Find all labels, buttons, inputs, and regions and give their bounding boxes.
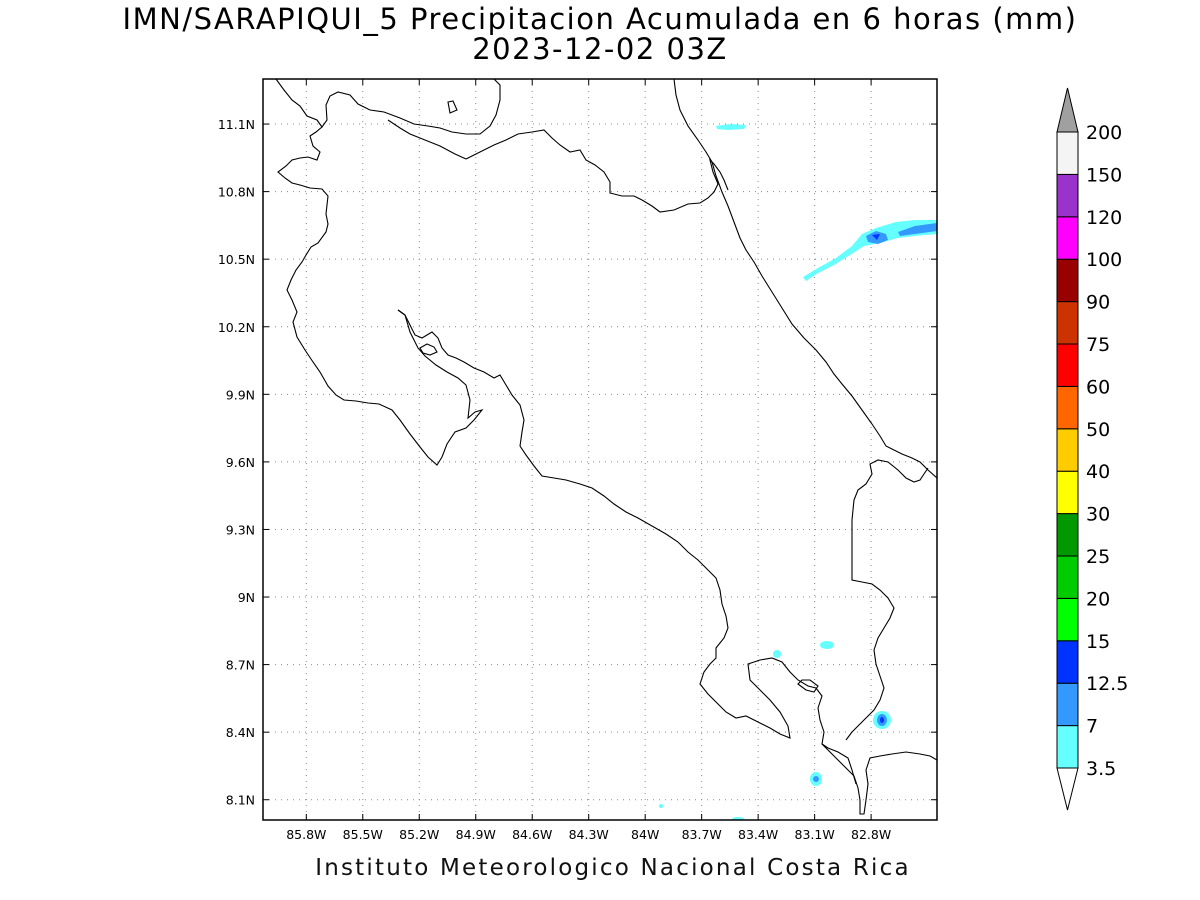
colorbar-bin [1056,385,1079,430]
colorbar-under-arrow [1056,767,1079,811]
colorbar-label: 200 [1086,122,1122,144]
lat-tick-label: 9N [238,590,255,605]
coastline-small-island [447,100,458,114]
colorbar-label: 60 [1086,376,1110,398]
lat-tick-label: 8.1N [226,793,255,808]
lon-tick-label: 83.4W [738,827,778,842]
coastline-northwest-inner [277,126,484,466]
colorbar-bin [1056,597,1079,642]
border-nicaragua [465,129,729,213]
colorbar-bin [1056,216,1079,260]
precip-area-osa-north-spot [773,650,781,658]
lat-tick-label: 10.8N [218,185,255,200]
colorbar-bin [1056,301,1079,345]
lat-tick-label: 9.9N [226,387,255,402]
precip-area-golfito-spot-core [813,776,819,782]
precip-area-caribbean-band-core-east [898,223,937,236]
coastline-pacific-central [397,309,937,815]
colorbar-bin [1056,131,1079,175]
colorbar-label: 90 [1086,292,1110,314]
lon-tick-label: 85.8W [286,827,326,842]
colorbar-label: 50 [1086,419,1110,441]
lon-tick-label: 85.5W [343,827,383,842]
colorbar-bin [1056,725,1079,769]
colorbar-bin [1056,173,1079,218]
lat-tick-label: 10.5N [218,252,255,267]
axis-ticks: 85.8W 85.5W 85.2W 84.9W 84.6W 84.3W 84W 83.7W 83… [218,79,937,842]
lat-tick-label: 8.4N [226,725,255,740]
precipitation-layer [659,124,937,820]
coastline-nicoya-island [419,343,438,356]
colorbar-bin [1056,640,1079,684]
map-gridlines [263,79,937,820]
border-nicaragua-west [387,119,467,160]
colorbar-label: 75 [1086,334,1110,356]
lon-tick-label: 84W [631,827,659,842]
colorbar-bin [1056,343,1079,387]
lat-tick-label: 8.7N [226,658,255,673]
lon-tick-label: 83.7W [682,827,722,842]
colorbar-label: 150 [1086,164,1122,186]
colorbar-label: 20 [1086,588,1110,610]
precip-area-north-coast-strip [716,124,746,130]
lon-tick-label: 84.3W [569,827,609,842]
precip-area-coto-spot [820,641,834,649]
colorbar-over-arrow [1056,87,1079,133]
colorbar-bin [1056,682,1079,727]
lat-tick-label: 9.3N [226,522,255,537]
colorbar-label: 3.5 [1086,758,1116,780]
colorbar-label: 25 [1086,546,1110,568]
colorbar-label: 40 [1086,461,1110,483]
coastline-osa [797,679,819,693]
footer-credit: Instituto Meteorologico Nacional Costa R… [315,855,911,881]
precip-area-osa-east-spot-peak [880,717,884,723]
colorbar-label: 30 [1086,504,1110,526]
lon-tick-label: 84.9W [456,827,496,842]
colorbar-bin [1056,428,1079,472]
colorbar-bin [1056,513,1079,557]
colorbar-label: 7 [1086,716,1098,738]
colorbar-label: 100 [1086,249,1122,271]
map-frame [262,78,938,821]
map-title: IMN/SARAPIQUI_5 Precipitacion Acumulada … [122,2,1078,36]
lon-tick-label: 85.2W [399,827,439,842]
colorbar-legend: 3.5 7 12.5 15 20 25 30 40 50 60 75 90 100 120 150 200 [1056,87,1128,811]
coastline-northwest [275,79,501,135]
lon-tick-label: 82.8W [851,827,891,842]
colorbar-label: 120 [1086,207,1122,229]
coastline-caribbean [673,79,937,479]
colorbar-label: 15 [1086,631,1110,653]
lat-tick-label: 9.6N [226,455,255,470]
colorbar-bin [1056,470,1079,515]
coastline-golfo-dulce [845,459,929,741]
lon-tick-label: 83.1W [795,827,835,842]
map-subtitle-datetime: 2023-12-02 03Z [472,32,728,66]
colorbar-bin [1056,258,1079,303]
precip-speck [659,804,663,808]
coastline-layer [275,79,937,815]
lon-tick-label: 84.6W [512,827,552,842]
colorbar-bin [1056,555,1079,599]
colorbar-label: 12.5 [1086,673,1128,695]
coastline-south-tip [821,743,857,785]
lat-tick-label: 11.1N [218,117,255,132]
lat-tick-label: 10.2N [218,320,255,335]
precip-area-caribbean-band-peak [872,234,880,240]
